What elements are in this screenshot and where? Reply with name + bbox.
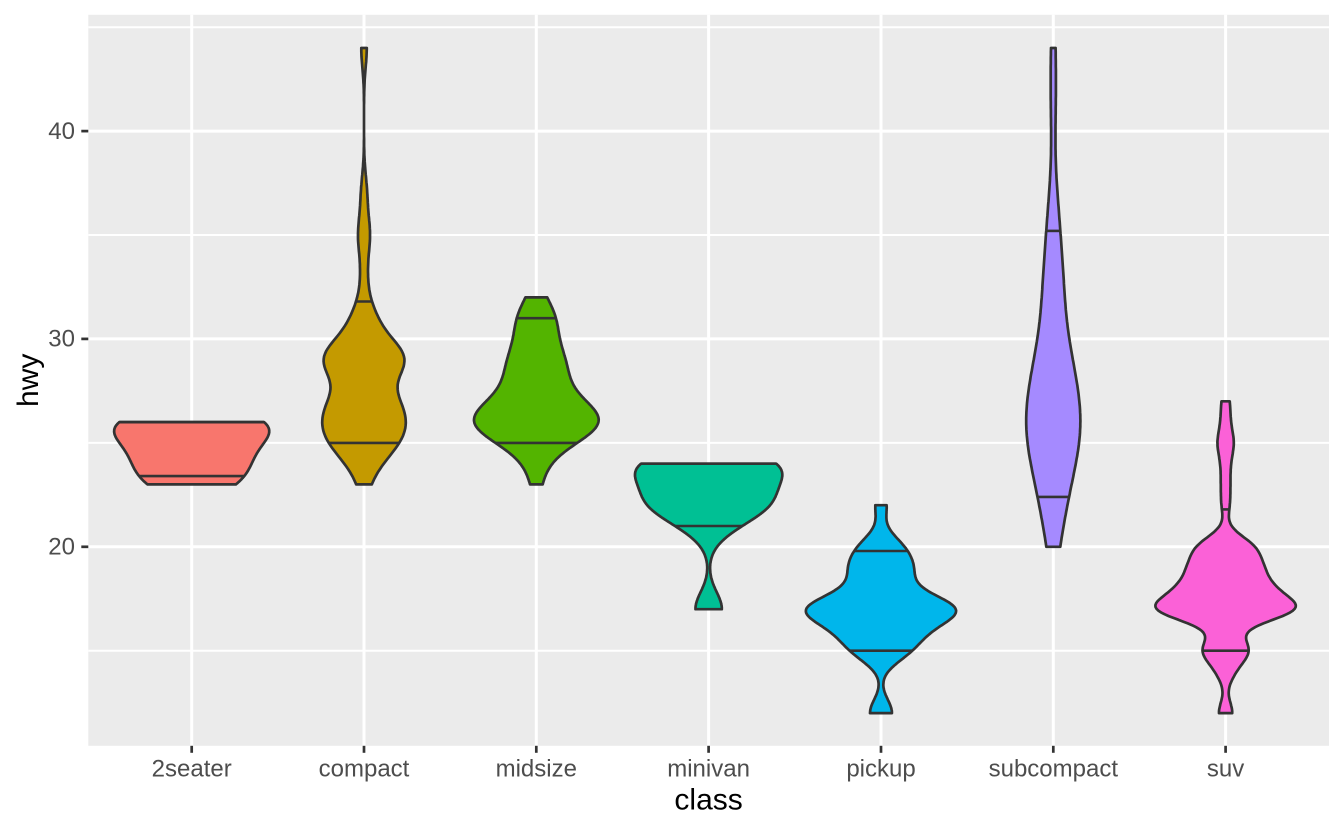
svg-text:midsize: midsize <box>496 756 577 783</box>
svg-text:suv: suv <box>1207 756 1244 783</box>
svg-text:30: 30 <box>48 326 75 353</box>
svg-text:pickup: pickup <box>846 756 915 783</box>
svg-text:subcompact: subcompact <box>989 756 1119 783</box>
svg-text:compact: compact <box>319 756 410 783</box>
svg-text:class: class <box>674 783 742 816</box>
svg-text:minivan: minivan <box>667 756 750 783</box>
svg-text:20: 20 <box>48 534 75 561</box>
svg-text:40: 40 <box>48 118 75 145</box>
svg-text:hwy: hwy <box>12 354 45 407</box>
svg-text:2seater: 2seater <box>152 756 232 783</box>
